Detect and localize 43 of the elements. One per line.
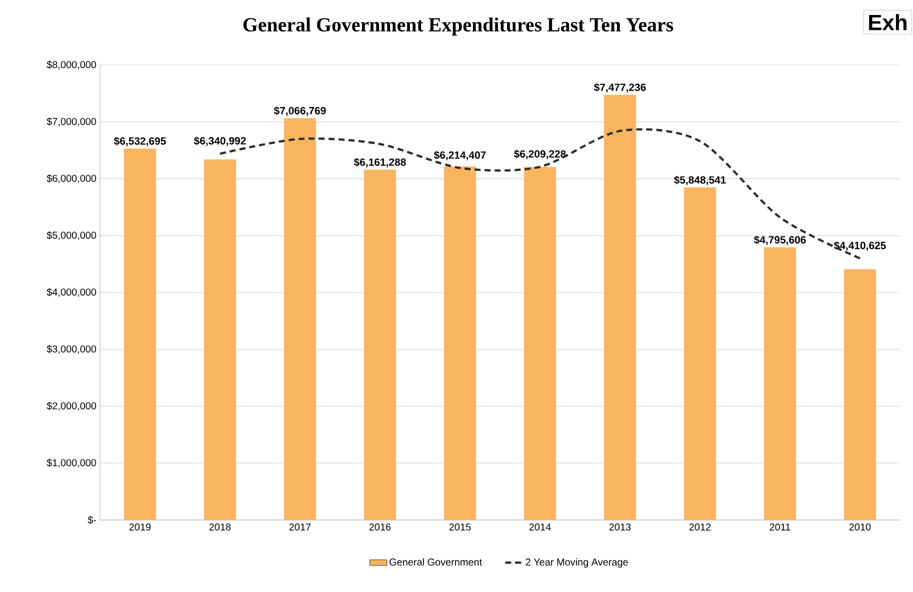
y-tick-label: $2,000,000 <box>46 402 96 411</box>
y-tick-label: $6,000,000 <box>46 174 96 184</box>
legend-label: 2 Year Moving Average <box>526 558 628 568</box>
data-label: $6,340,992 <box>194 136 246 146</box>
data-label: $4,795,606 <box>754 236 806 246</box>
data-label: $6,209,228 <box>514 150 566 160</box>
x-tick-label: 2015 <box>449 524 471 531</box>
y-tick-label: $4,000,000 <box>46 288 96 297</box>
legend-label: General Government <box>390 558 482 566</box>
x-tick-label: 2012 <box>689 524 711 531</box>
bar <box>844 269 876 520</box>
bar <box>524 166 556 520</box>
x-tick-label: 2011 <box>770 524 790 531</box>
x-tick-label: 2014 <box>529 524 551 531</box>
data-label: $6,214,407 <box>434 150 486 160</box>
bar <box>364 170 396 520</box>
bar <box>764 247 796 520</box>
bar <box>204 159 236 520</box>
data-label: $6,161,288 <box>354 158 406 168</box>
text: Exh <box>869 14 906 30</box>
y-tick-label: $1,000,000 <box>46 458 96 468</box>
data-label: $6,532,695 <box>114 136 166 146</box>
chart-title: General Government Expenditures Last Ten Years <box>243 18 674 36</box>
x-tick-label: 2019 <box>129 524 151 531</box>
bar <box>444 166 476 520</box>
x-tick-label: 2018 <box>209 524 231 531</box>
bar <box>684 187 716 520</box>
x-tick-label: 2016 <box>369 524 391 531</box>
x-tick-label: 2013 <box>609 524 631 531</box>
bar <box>124 148 156 520</box>
data-label: $4,410,625 <box>834 241 886 251</box>
y-tick-label: $7,000,000 <box>46 118 96 126</box>
data-label: $5,848,541 <box>674 176 726 186</box>
data-label: $7,477,236 <box>594 83 646 93</box>
y-tick-label: $5,000,000 <box>46 231 96 240</box>
y-tick-label: $3,000,000 <box>46 345 96 354</box>
y-tick-label: $- <box>88 516 96 524</box>
data-label: $7,066,769 <box>274 106 326 116</box>
x-tick-label: 2010 <box>849 524 871 531</box>
y-tick-label: $8,000,000 <box>46 60 96 70</box>
x-tick-label: 2017 <box>289 524 311 531</box>
bar <box>604 94 636 520</box>
bar <box>284 118 316 520</box>
